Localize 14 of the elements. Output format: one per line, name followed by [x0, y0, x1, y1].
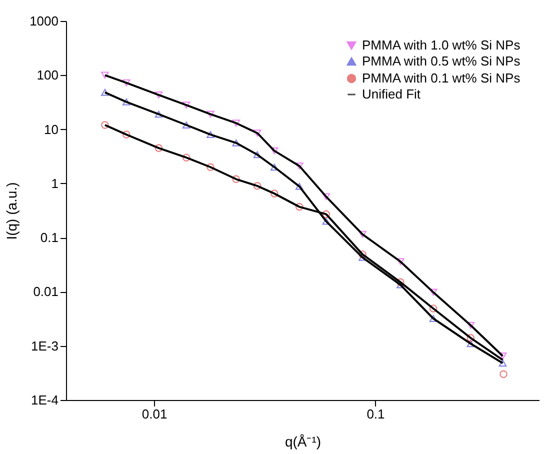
- legend-label: PMMA with 0.5 wt% Si NPs: [362, 54, 521, 68]
- y-tick-label: 1000: [30, 14, 58, 28]
- y-tick-label: 1: [51, 176, 58, 191]
- y-tick-label: 100: [36, 68, 58, 83]
- legend-label: PMMA with 0.1 wt% Si NPs: [362, 70, 521, 86]
- y-tick-label: 10: [44, 122, 58, 137]
- y-tick-label: 1E-3: [31, 338, 58, 354]
- y-tick-label: 0.01: [33, 284, 58, 300]
- legend-label: PMMA with 1.0 wt% Si NPs: [362, 38, 521, 52]
- y-axis-title: I(q) (a.u.): [4, 182, 20, 240]
- y-tick-label: 0.1: [40, 230, 58, 246]
- y-tick-label: 1E-4: [31, 392, 58, 408]
- legend-label: Unified Fit: [362, 86, 421, 102]
- x-axis-title: q(Å⁻¹): [284, 434, 322, 450]
